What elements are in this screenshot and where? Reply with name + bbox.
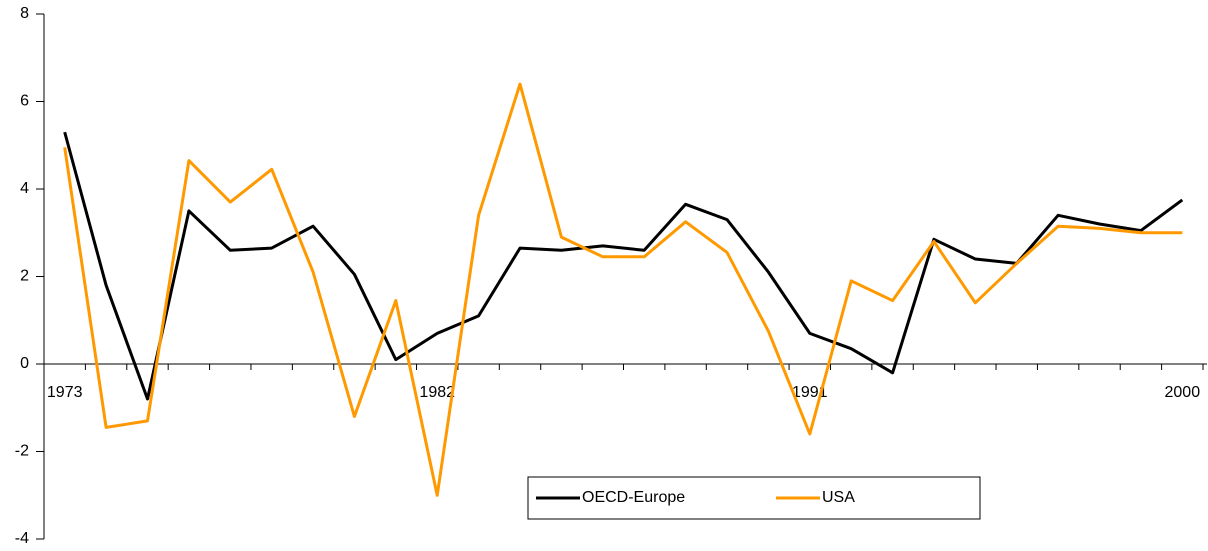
series-line — [63, 131, 1184, 401]
series-line — [63, 82, 1183, 497]
legend-label: USA — [822, 489, 855, 506]
y-tick-label: 8 — [20, 5, 29, 22]
y-tick-label: -4 — [15, 530, 29, 547]
legend-box — [527, 476, 981, 520]
x-tick-label: 1973 — [47, 384, 83, 401]
legend-label: OECD-Europe — [582, 489, 685, 506]
y-tick-label: 4 — [20, 180, 29, 197]
y-tick-label: -2 — [15, 443, 29, 460]
y-tick-label: 6 — [20, 93, 29, 110]
y-tick-label: 2 — [20, 268, 29, 285]
x-tick-label: 1982 — [419, 384, 455, 401]
legend: OECD-Europe USA — [527, 476, 981, 520]
y-tick-label: 0 — [20, 355, 29, 372]
x-tick-label: 2000 — [1165, 384, 1201, 401]
